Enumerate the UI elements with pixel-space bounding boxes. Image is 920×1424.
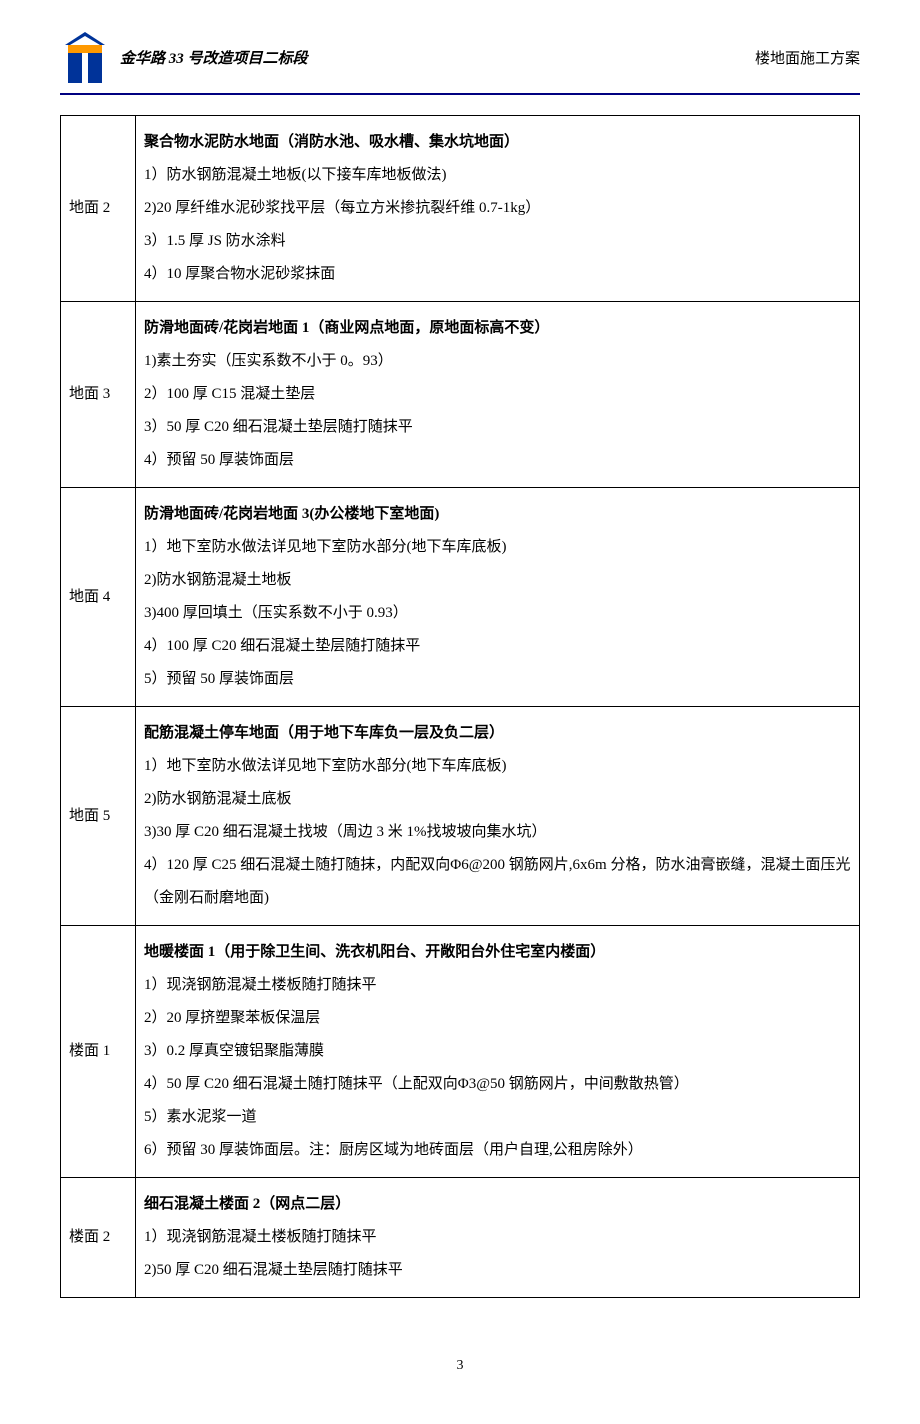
row-title: 聚合物水泥防水地面（消防水池、吸水槽、集水坑地面） (144, 126, 851, 159)
table-row: 地面 2聚合物水泥防水地面（消防水池、吸水槽、集水坑地面）1）防水钢筋混凝土地板… (61, 116, 860, 302)
table-row: 地面 5配筋混凝土停车地面（用于地下车库负一层及负二层）1）地下室防水做法详见地… (61, 707, 860, 926)
row-item: 1）现浇钢筋混凝土楼板随打随抹平 (144, 1221, 851, 1254)
row-content: 地暖楼面 1（用于除卫生间、洗衣机阳台、开敞阳台外住宅室内楼面）1）现浇钢筋混凝… (136, 926, 860, 1178)
table-row: 地面 4防滑地面砖/花岗岩地面 3(办公楼地下室地面)1）地下室防水做法详见地下… (61, 488, 860, 707)
row-title: 细石混凝土楼面 2（网点二层） (144, 1188, 851, 1221)
row-title: 配筋混凝土停车地面（用于地下车库负一层及负二层） (144, 717, 851, 750)
row-content: 细石混凝土楼面 2（网点二层）1）现浇钢筋混凝土楼板随打随抹平2)50 厚 C2… (136, 1178, 860, 1298)
row-item: 2)防水钢筋混凝土地板 (144, 564, 851, 597)
row-item: 1）地下室防水做法详见地下室防水部分(地下车库底板) (144, 531, 851, 564)
row-title: 防滑地面砖/花岗岩地面 1（商业网点地面，原地面标高不变） (144, 312, 851, 345)
row-content: 防滑地面砖/花岗岩地面 1（商业网点地面，原地面标高不变）1)素土夯实（压实系数… (136, 302, 860, 488)
page-header: 金华路 33 号改造项目二标段 楼地面施工方案 (60, 30, 860, 95)
row-item: 2)防水钢筋混凝土底板 (144, 783, 851, 816)
doc-title: 楼地面施工方案 (755, 47, 860, 68)
construction-table: 地面 2聚合物水泥防水地面（消防水池、吸水槽、集水坑地面）1）防水钢筋混凝土地板… (60, 115, 860, 1298)
row-label: 楼面 2 (61, 1178, 136, 1298)
row-label: 地面 3 (61, 302, 136, 488)
row-item: 1）地下室防水做法详见地下室防水部分(地下车库底板) (144, 750, 851, 783)
row-label: 地面 5 (61, 707, 136, 926)
row-label: 地面 2 (61, 116, 136, 302)
row-item: 2)50 厚 C20 细石混凝土垫层随打随抹平 (144, 1254, 851, 1287)
table-row: 地面 3防滑地面砖/花岗岩地面 1（商业网点地面，原地面标高不变）1)素土夯实（… (61, 302, 860, 488)
row-item: 3）1.5 厚 JS 防水涂料 (144, 225, 851, 258)
row-label: 地面 4 (61, 488, 136, 707)
row-content: 聚合物水泥防水地面（消防水池、吸水槽、集水坑地面）1）防水钢筋混凝土地板(以下接… (136, 116, 860, 302)
row-item: 1）现浇钢筋混凝土楼板随打随抹平 (144, 969, 851, 1002)
table-row: 楼面 1地暖楼面 1（用于除卫生间、洗衣机阳台、开敞阳台外住宅室内楼面）1）现浇… (61, 926, 860, 1178)
row-item: 1）防水钢筋混凝土地板(以下接车库地板做法) (144, 159, 851, 192)
row-item: 3）0.2 厚真空镀铝聚脂薄膜 (144, 1035, 851, 1068)
row-item: 2)20 厚纤维水泥砂浆找平层（每立方米掺抗裂纤维 0.7-1kg） (144, 192, 851, 225)
row-item: 4）10 厚聚合物水泥砂浆抹面 (144, 258, 851, 291)
table-row: 楼面 2细石混凝土楼面 2（网点二层）1）现浇钢筋混凝土楼板随打随抹平2)50 … (61, 1178, 860, 1298)
row-item: 4）预留 50 厚装饰面层 (144, 444, 851, 477)
row-item: 6）预留 30 厚装饰面层。注：厨房区域为地砖面层（用户自理,公租房除外） (144, 1134, 851, 1167)
row-item: 5）预留 50 厚装饰面层 (144, 663, 851, 696)
row-item: 5）素水泥浆一道 (144, 1101, 851, 1134)
row-content: 防滑地面砖/花岗岩地面 3(办公楼地下室地面)1）地下室防水做法详见地下室防水部… (136, 488, 860, 707)
row-item: 3)30 厚 C20 细石混凝土找坡（周边 3 米 1%找坡坡向集水坑） (144, 816, 851, 849)
row-content: 配筋混凝土停车地面（用于地下车库负一层及负二层）1）地下室防水做法详见地下室防水… (136, 707, 860, 926)
logo-icon (60, 30, 110, 85)
row-item: 4）50 厚 C20 细石混凝土随打随抹平（上配双向Φ3@50 钢筋网片，中间敷… (144, 1068, 851, 1101)
row-item: 3）50 厚 C20 细石混凝土垫层随打随抹平 (144, 411, 851, 444)
row-item: 4）100 厚 C20 细石混凝土垫层随打随抹平 (144, 630, 851, 663)
header-left: 金华路 33 号改造项目二标段 (60, 30, 308, 85)
project-title: 金华路 33 号改造项目二标段 (120, 47, 308, 68)
page-number: 3 (60, 1358, 860, 1374)
row-item: 3)400 厚回填土（压实系数不小于 0.93） (144, 597, 851, 630)
row-item: 4）120 厚 C25 细石混凝土随打随抹，内配双向Φ6@200 钢筋网片,6x… (144, 849, 851, 915)
row-item: 1)素土夯实（压实系数不小于 0。93） (144, 345, 851, 378)
row-title: 地暖楼面 1（用于除卫生间、洗衣机阳台、开敞阳台外住宅室内楼面） (144, 936, 851, 969)
row-item: 2）20 厚挤塑聚苯板保温层 (144, 1002, 851, 1035)
row-label: 楼面 1 (61, 926, 136, 1178)
row-item: 2）100 厚 C15 混凝土垫层 (144, 378, 851, 411)
row-title: 防滑地面砖/花岗岩地面 3(办公楼地下室地面) (144, 498, 851, 531)
